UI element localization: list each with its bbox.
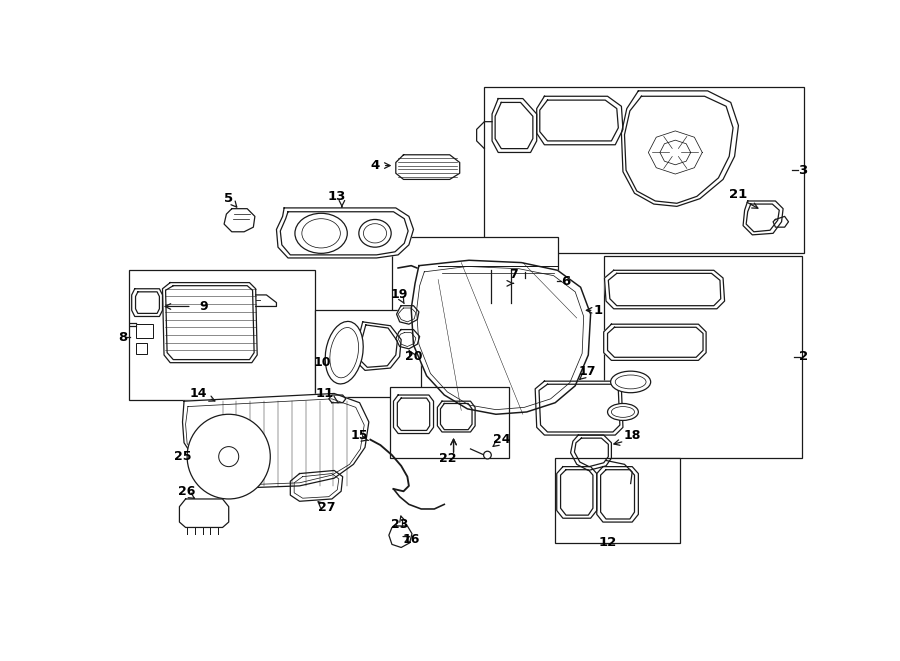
Text: 24: 24: [492, 433, 510, 446]
Polygon shape: [224, 209, 255, 232]
Ellipse shape: [325, 321, 364, 384]
Polygon shape: [437, 401, 475, 432]
Text: 11: 11: [315, 387, 333, 400]
Text: 9: 9: [199, 300, 208, 313]
Polygon shape: [411, 260, 590, 414]
Text: 19: 19: [391, 288, 409, 301]
Polygon shape: [621, 91, 738, 206]
Polygon shape: [131, 289, 163, 317]
Text: 1: 1: [594, 304, 603, 317]
Ellipse shape: [483, 451, 491, 459]
Ellipse shape: [359, 219, 392, 247]
Polygon shape: [396, 330, 419, 349]
Bar: [315, 310, 421, 397]
Bar: [555, 458, 680, 543]
Polygon shape: [397, 305, 418, 324]
Polygon shape: [492, 98, 536, 153]
Polygon shape: [396, 155, 460, 179]
Text: 3: 3: [797, 164, 807, 176]
Polygon shape: [605, 270, 725, 309]
Bar: [136, 342, 147, 354]
Bar: [136, 324, 153, 338]
Polygon shape: [389, 526, 412, 547]
Text: 8: 8: [118, 330, 127, 344]
Bar: [484, 87, 804, 253]
Text: 18: 18: [624, 428, 641, 442]
Text: 22: 22: [438, 451, 456, 465]
Ellipse shape: [187, 414, 270, 499]
Polygon shape: [743, 201, 783, 235]
Bar: [392, 237, 557, 326]
Polygon shape: [393, 395, 434, 434]
Text: 13: 13: [328, 190, 346, 203]
Polygon shape: [179, 499, 229, 527]
Polygon shape: [536, 97, 623, 145]
Ellipse shape: [608, 403, 638, 420]
Polygon shape: [183, 393, 369, 487]
Bar: [604, 256, 802, 458]
Text: 26: 26: [177, 485, 195, 498]
Text: 7: 7: [509, 268, 518, 281]
Ellipse shape: [610, 371, 651, 393]
Polygon shape: [328, 395, 346, 403]
Ellipse shape: [295, 214, 347, 253]
Text: 25: 25: [174, 450, 192, 463]
Bar: [391, 387, 509, 458]
Polygon shape: [163, 283, 257, 363]
Text: 4: 4: [371, 159, 380, 172]
Polygon shape: [557, 467, 597, 518]
Polygon shape: [291, 471, 343, 501]
Text: 17: 17: [579, 366, 597, 378]
Text: 16: 16: [402, 533, 420, 546]
Text: 23: 23: [391, 518, 409, 531]
Polygon shape: [536, 381, 623, 435]
Polygon shape: [276, 208, 413, 258]
Text: 6: 6: [562, 274, 571, 288]
Text: 5: 5: [224, 192, 233, 205]
Text: 20: 20: [405, 350, 422, 363]
Text: 21: 21: [729, 188, 748, 202]
Text: 2: 2: [799, 350, 808, 363]
Polygon shape: [571, 435, 611, 471]
Text: 10: 10: [314, 356, 331, 369]
Text: 12: 12: [598, 536, 616, 549]
Text: 14: 14: [189, 387, 207, 400]
Polygon shape: [604, 324, 707, 360]
Polygon shape: [357, 322, 401, 370]
Bar: [129, 270, 315, 400]
Text: 15: 15: [351, 428, 368, 442]
Bar: [518, 278, 532, 297]
Text: 27: 27: [318, 501, 335, 514]
Polygon shape: [597, 467, 638, 522]
